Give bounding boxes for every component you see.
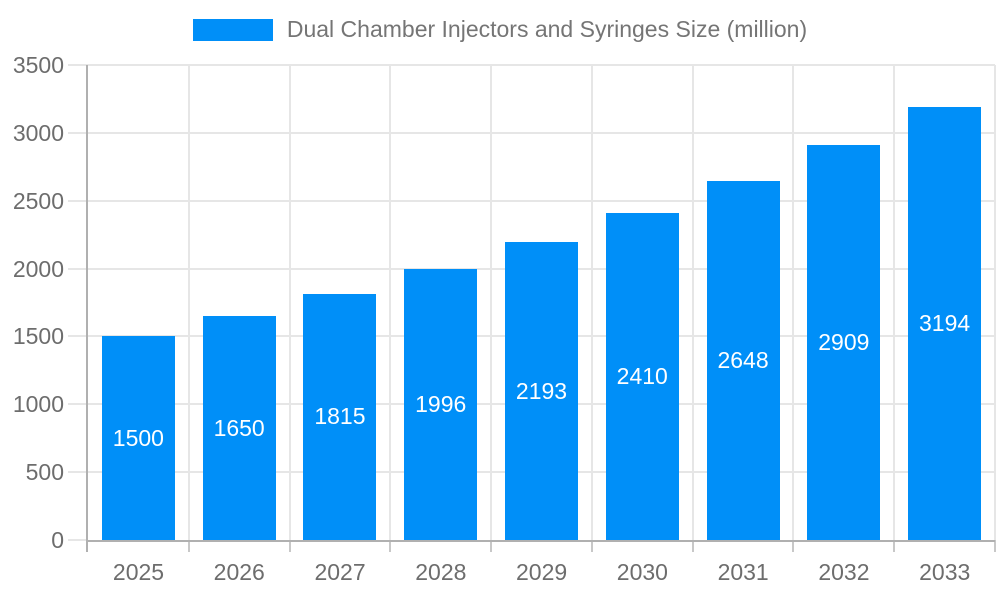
bar-value-label: 1815	[314, 403, 366, 430]
y-axis-tick	[68, 539, 88, 541]
x-axis-tick	[490, 540, 493, 552]
x-axis-tick	[288, 540, 291, 552]
x-gridline	[590, 65, 593, 540]
x-axis-tick	[187, 540, 190, 552]
y-axis-label: 2000	[12, 255, 64, 282]
x-axis-tick	[994, 540, 996, 552]
y-axis-tick	[68, 199, 88, 202]
x-axis-label: 2025	[112, 559, 165, 585]
y-axis-tick	[68, 403, 88, 406]
bar[interactable]: 2648	[706, 180, 780, 540]
bar-value-label: 1996	[415, 391, 467, 418]
y-axis-tick	[68, 471, 88, 474]
y-axis-tick	[68, 131, 88, 134]
x-gridline	[691, 65, 694, 540]
y-axis-line	[86, 65, 88, 552]
y-axis-label: 1500	[12, 323, 64, 350]
y-axis-tick	[68, 267, 88, 270]
y-axis-label: 3000	[12, 119, 64, 146]
bar-value-label: 1500	[112, 424, 164, 451]
x-gridline	[389, 65, 392, 540]
legend-swatch	[192, 18, 273, 41]
x-axis-label: 2032	[818, 559, 870, 585]
y-axis-label: 500	[25, 459, 64, 486]
y-axis-label: 3500	[12, 52, 64, 78]
y-axis-label: 1000	[12, 391, 64, 418]
y-axis-tick	[68, 64, 88, 66]
y-gridline	[88, 131, 995, 134]
x-axis-label: 2029	[516, 559, 568, 585]
legend[interactable]: Dual Chamber Injectors and Syringes Size…	[0, 16, 1000, 43]
x-gridline	[490, 65, 493, 540]
bar[interactable]: 3194	[908, 106, 982, 540]
x-axis-label: 2026	[213, 559, 265, 585]
legend-label: Dual Chamber Injectors and Syringes Size…	[286, 16, 808, 42]
x-gridline	[994, 65, 996, 540]
x-axis-label: 2031	[717, 559, 769, 585]
bar[interactable]: 1996	[404, 269, 478, 540]
y-gridline	[88, 199, 995, 202]
x-axis-label: 2030	[616, 559, 668, 585]
y-axis-tick	[68, 335, 88, 338]
bar-value-label: 2410	[616, 362, 668, 389]
bar-value-label: 3194	[919, 309, 971, 336]
x-axis-tick	[590, 540, 593, 552]
bar[interactable]: 1500	[101, 336, 175, 540]
bar[interactable]: 1650	[202, 316, 276, 540]
x-axis-tick	[893, 540, 896, 552]
bar[interactable]: 1815	[303, 293, 377, 540]
x-axis-label: 2027	[314, 559, 366, 585]
x-gridline	[792, 65, 795, 540]
x-axis-label: 2028	[415, 559, 467, 585]
x-axis-label: 2033	[919, 559, 971, 585]
y-axis-label: 0	[51, 527, 64, 553]
x-axis-line	[86, 540, 995, 542]
plot-area: 0 500 1000 1500 2000 2500 3000 3500 1500 2025 1650…	[13, 52, 996, 585]
x-axis-tick	[389, 540, 392, 552]
bar-value-label: 2193	[515, 377, 568, 404]
bar-value-label: 1650	[213, 414, 265, 441]
x-gridline	[288, 65, 291, 540]
x-axis-tick	[691, 540, 694, 552]
x-gridline	[893, 65, 896, 540]
bar[interactable]: 2410	[605, 212, 679, 540]
bar-value-label: 2909	[818, 329, 870, 356]
y-axis-label: 2500	[12, 187, 64, 214]
x-gridline	[187, 65, 190, 540]
bar-value-label: 2648	[717, 346, 769, 373]
bar[interactable]: 2909	[807, 145, 881, 540]
bar[interactable]: 2193	[505, 242, 578, 540]
x-axis-tick	[792, 540, 795, 552]
y-gridline	[88, 64, 995, 66]
